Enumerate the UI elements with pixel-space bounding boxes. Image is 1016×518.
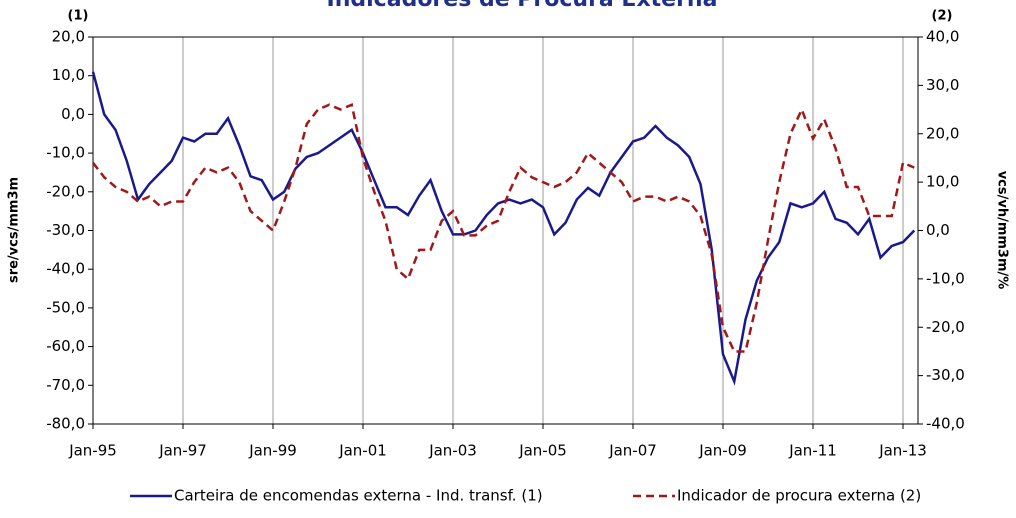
y-tick-label: -50,0 [46,298,85,316]
y2-axis-label: vcs/vh/mm3m/% [995,171,1010,290]
x-tick-label: Jan-09 [698,442,747,460]
x-tick-label: Jan-01 [338,442,387,460]
y2-tick-label: 10,0 [926,173,959,191]
y-note: (1) [68,9,89,24]
y2-tick-label: 20,0 [926,124,959,142]
y-tick-label: 20,0 [52,28,85,46]
legend-label: Indicador de procura externa (2) [677,487,921,505]
y-tick-label: 0,0 [61,105,85,123]
y2-tick-label: -20,0 [926,318,965,336]
legend-label: Carteira de encomendas externa - Ind. tr… [174,487,543,505]
y2-tick-label: -40,0 [926,415,965,433]
x-tick-label: Jan-97 [158,442,207,460]
y2-note: (2) [932,9,953,24]
x-tick-label: Jan-05 [518,442,567,460]
x-tick-label: Jan-07 [608,442,657,460]
series-line [91,71,916,386]
x-tick-label: Jan-13 [878,442,927,460]
y-tick-label: -10,0 [46,144,85,162]
y-tick-label: -60,0 [46,337,85,355]
y-axis-label: sre/vcs/mm3m [7,177,22,283]
y-tick-label: -30,0 [46,221,85,239]
y-tick-label: -20,0 [46,182,85,200]
y-tick-label: -70,0 [46,376,85,394]
x-tick-label: Jan-11 [788,442,837,460]
y2-tick-label: 30,0 [926,76,959,94]
series-line [92,102,915,353]
x-tick-label: Jan-03 [428,442,477,460]
plot-frame [92,36,919,425]
y2-tick-label: 40,0 [926,28,959,46]
y2-tick-label: -30,0 [926,366,965,384]
y2-tick-label: 0,0 [926,221,950,239]
y-tick-label: 10,0 [52,66,85,84]
x-tick-label: Jan-99 [248,442,297,460]
y2-tick-label: -10,0 [926,269,965,287]
y-tick-label: -80,0 [46,415,85,433]
x-tick-label: Jan-95 [68,442,117,460]
y-tick-label: -40,0 [46,260,85,278]
chart-title: Indicadores de Procura Externa [327,0,718,12]
